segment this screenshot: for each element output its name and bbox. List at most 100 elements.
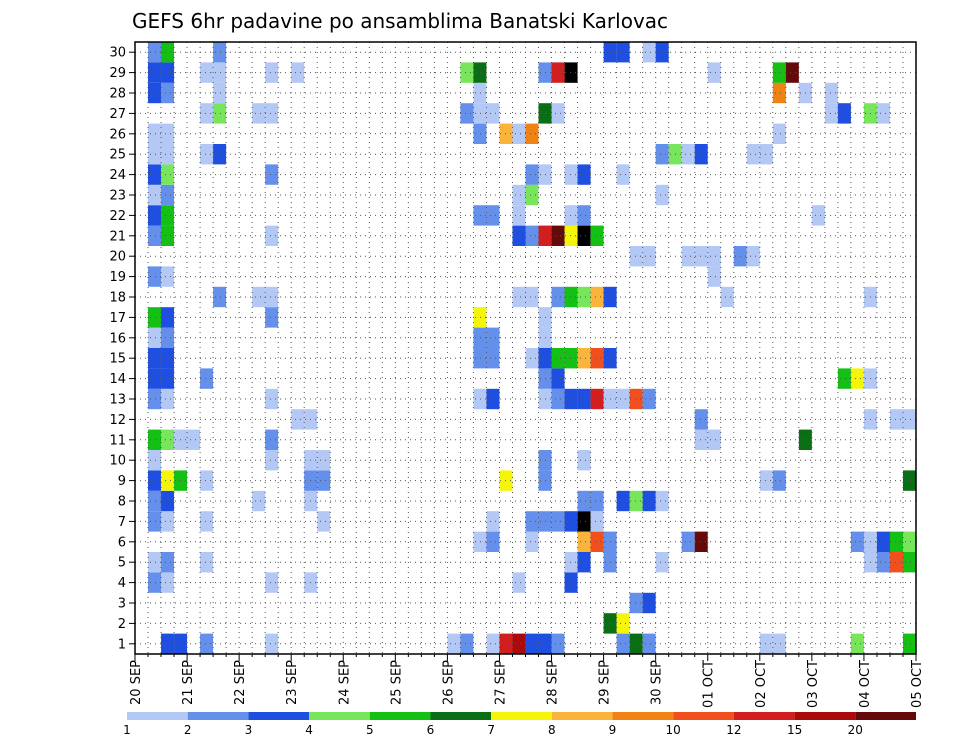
heatmap-cell [694, 531, 708, 552]
heatmap-cell [265, 572, 279, 593]
heatmap-cell [486, 327, 500, 348]
heatmap-cell [148, 184, 162, 206]
legend-label: 12 [726, 723, 741, 737]
heatmap-cell [681, 246, 695, 267]
heatmap-cell [265, 633, 279, 654]
heatmap-cell [265, 388, 279, 410]
legend-swatch [430, 712, 492, 720]
heatmap-cell [759, 144, 773, 165]
heatmap-cell [564, 225, 578, 246]
heatmap-cell [213, 62, 227, 83]
heatmap-cell [473, 82, 487, 104]
heatmap-cell [200, 103, 214, 124]
heatmap-cell [161, 205, 175, 226]
heatmap-cell [551, 511, 565, 532]
legend-label: 4 [305, 723, 313, 737]
heatmap-cell [616, 633, 630, 654]
heatmap-cell [148, 62, 162, 83]
heatmap-cell [577, 225, 591, 246]
heatmap-cell [590, 388, 604, 410]
heatmap-cell [148, 572, 162, 593]
legend-label: 15 [787, 723, 802, 737]
heatmap-cell [213, 286, 227, 308]
heatmap-cell [525, 123, 539, 144]
heatmap-cell [148, 368, 162, 389]
heatmap-cell [148, 205, 162, 226]
heatmap-cell [889, 531, 903, 552]
heatmap-cell [161, 327, 175, 348]
heatmap-cell [681, 144, 695, 165]
heatmap-cell [837, 103, 851, 124]
heatmap-cell [148, 450, 162, 471]
legend-swatch [187, 712, 249, 720]
heatmap-cell [577, 348, 591, 369]
heatmap-cell [811, 205, 825, 226]
heatmap-cell [876, 103, 890, 124]
heatmap-cell [265, 225, 279, 246]
legend-swatch [127, 712, 188, 720]
heatmap-cell [707, 429, 721, 450]
heatmap-cell [551, 103, 565, 124]
heatmap-cell [642, 42, 656, 63]
heatmap-cell [161, 164, 175, 185]
heatmap-cell [564, 348, 578, 369]
heatmap-cell [590, 531, 604, 552]
heatmap-cell [161, 62, 175, 83]
x-tick-label: 24 SEP [337, 660, 352, 705]
heatmap-cell [551, 225, 565, 246]
heatmap-cell [902, 531, 916, 552]
heatmap-cell [148, 82, 162, 104]
heatmap-cell [525, 184, 539, 206]
heatmap-cell [148, 144, 162, 165]
legend-label: 6 [427, 723, 435, 737]
heatmap-cell [642, 490, 656, 512]
heatmap-cell [577, 552, 591, 573]
x-tick-label: 26 SEP [441, 660, 456, 705]
heatmap-cell [837, 368, 851, 389]
heatmap-cell [850, 531, 864, 552]
heatmap-cell [473, 62, 487, 83]
heatmap-cell [148, 327, 162, 348]
heatmap-cell [473, 327, 487, 348]
heatmap-cell [148, 266, 162, 287]
heatmap-cell [525, 286, 539, 308]
legend-swatch [794, 712, 856, 720]
heatmap-cell [655, 42, 669, 63]
legend-label: 3 [245, 723, 253, 737]
x-tick-label: 05 OCT [910, 660, 925, 708]
x-axis: 20 SEP 21 SEP 22 SEP 23 SEP 24 SEP 25 SEP 26 S… [129, 654, 925, 708]
x-tick-label: 04 OCT [858, 660, 873, 708]
y-tick-label: 1 [118, 637, 126, 652]
heatmap-cell [642, 246, 656, 267]
heatmap-cell [161, 388, 175, 410]
heatmap-cell [772, 123, 786, 144]
heatmap-cell [525, 633, 539, 654]
heatmap-cell [642, 633, 656, 654]
heatmap-cell [551, 286, 565, 308]
legend-swatch [491, 712, 552, 720]
heatmap-cell [551, 368, 565, 389]
heatmap-cell [291, 409, 305, 430]
heatmap-cell [876, 552, 890, 573]
heatmap-cell [551, 348, 565, 369]
heatmap-cell [161, 368, 175, 389]
y-tick-label: 18 [109, 291, 126, 306]
heatmap-cell [564, 511, 578, 532]
x-tick-label: 27 SEP [494, 660, 509, 705]
heatmap-cell [148, 225, 162, 246]
heatmap-cell [265, 307, 279, 328]
heatmap-cell [772, 62, 786, 83]
heatmap-cell [512, 633, 526, 654]
heatmap-cell [148, 552, 162, 573]
heatmap-cell [902, 633, 916, 654]
heatmap-cell [486, 348, 500, 369]
y-tick-label: 23 [109, 189, 126, 204]
heatmap-cell [616, 490, 630, 512]
heatmap-cell [161, 552, 175, 573]
heatmap-cell [694, 409, 708, 430]
heatmap-cell [707, 266, 721, 287]
x-tick-label: 23 SEP [285, 660, 300, 705]
heatmap-cell [161, 470, 175, 491]
heatmap-cell [616, 42, 630, 63]
heatmap-cell [161, 572, 175, 593]
